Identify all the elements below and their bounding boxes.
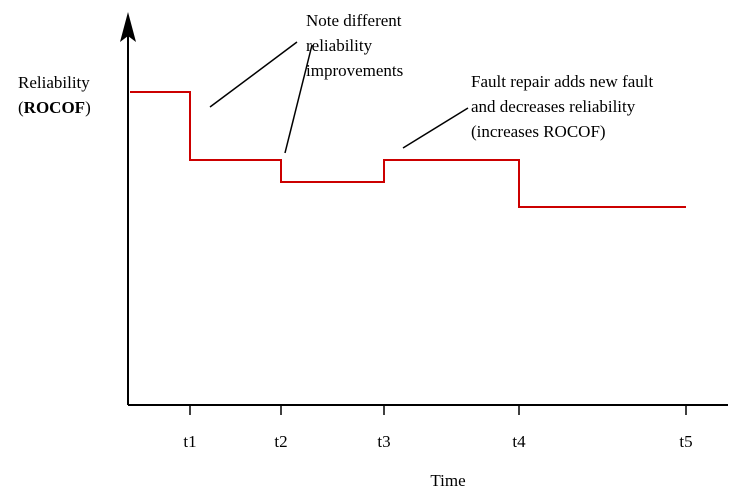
axes xyxy=(127,28,728,406)
y-axis-arrow xyxy=(120,12,136,42)
tick-label: t4 xyxy=(512,432,526,451)
tick-label: t2 xyxy=(274,432,287,451)
tick-label: t1 xyxy=(183,432,196,451)
tick-label: t3 xyxy=(377,432,390,451)
paren: ) xyxy=(85,98,91,117)
tick-label: t5 xyxy=(679,432,692,451)
pointer xyxy=(284,44,313,154)
y-axis-label: (ROCOF) xyxy=(18,98,91,117)
annotation-text: improvements xyxy=(306,61,403,80)
reliability-step-line xyxy=(130,91,686,208)
annotation-text: reliability xyxy=(306,36,373,55)
annotation-pointers xyxy=(209,41,469,154)
pointer xyxy=(209,41,298,108)
annotation-text: (increases ROCOF) xyxy=(471,122,606,141)
y-axis-label: Reliability xyxy=(18,73,90,92)
tick-marks xyxy=(189,405,687,415)
pointer xyxy=(402,107,469,149)
x-axis-label: Time xyxy=(430,471,465,490)
annotation-text: Note different xyxy=(306,11,402,30)
annotation-text: and decreases reliability xyxy=(471,97,636,116)
annotation-text: Fault repair adds new fault xyxy=(471,72,653,91)
bold-label: ROCOF xyxy=(24,98,85,117)
paren: ( xyxy=(18,98,24,117)
